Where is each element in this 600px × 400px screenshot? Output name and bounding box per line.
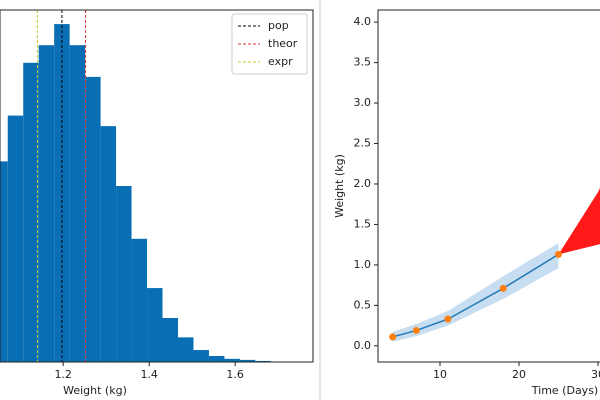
bar [239,359,256,362]
forecast-fan [558,187,600,255]
bar [100,126,117,362]
x-tick-label: 1.2 [54,368,72,381]
confidence-band [392,243,559,342]
x-tick-label: 1.6 [226,368,244,381]
bar [0,161,8,362]
marker [499,284,507,292]
x-tick-label: 1.4 [140,368,158,381]
bar [116,186,132,362]
marker [412,326,420,334]
axes-frame [0,9,314,363]
bar [255,360,271,362]
marker [555,250,563,258]
bar [147,288,163,362]
plot-area [0,10,287,362]
x-axis-label: Weight (kg) [63,384,127,397]
legend-label: expr [268,55,293,68]
bar [193,350,209,362]
bar [224,358,240,362]
y-tick-label: 3.5 [354,56,372,69]
y-tick-label: 0.0 [354,339,372,352]
legend-label: pop [268,19,289,32]
y-axis-label: Weight (kg) [333,154,346,218]
bar [23,62,39,362]
x-tick-label: 10 [433,368,447,381]
bar [54,24,70,362]
y-tick-label: 1.0 [354,258,372,271]
marker [444,315,452,323]
legend-label: theor [268,37,298,50]
bar [131,238,148,362]
bar [69,45,86,362]
bar [85,76,101,362]
marker [389,333,397,341]
y-tick-label: 4.0 [354,15,372,28]
legend-box [231,13,308,75]
bar [7,115,24,362]
y-tick-label: 0.5 [354,298,372,311]
y-tick-label: 1.5 [354,217,372,230]
bar [177,337,194,362]
x-tick-label: 20 [512,368,526,381]
bar [208,356,225,362]
x-axis-label: Time (Days) [531,384,598,397]
legend: pop theor expr [231,13,308,75]
plot-area [389,187,600,342]
x-tick-label: 30 [591,368,600,381]
y-tick-label: 3.0 [354,96,372,109]
axes-frame [377,9,600,363]
bar [162,318,178,362]
y-tick-label: 2.0 [354,177,372,190]
y-tick-label: 2.5 [354,137,372,150]
bar [38,45,55,362]
